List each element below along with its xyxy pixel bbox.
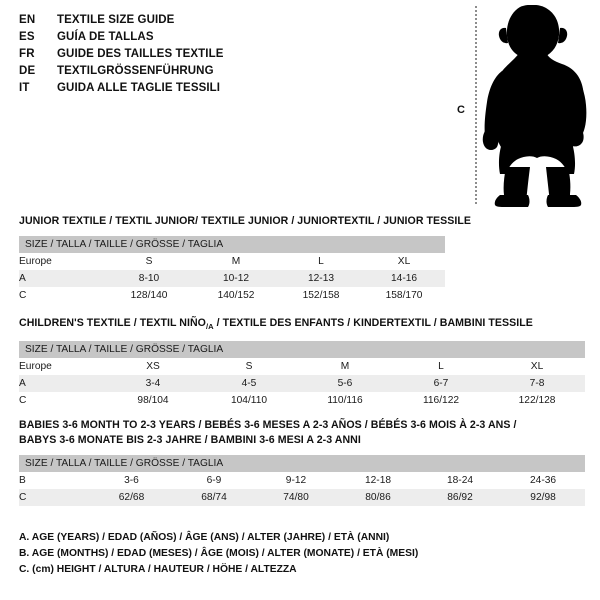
table-cell: L — [279, 253, 363, 270]
table-cell: 3-6 — [90, 472, 173, 489]
legend-line-c: C. (cm) HEIGHT / ALTURA / HAUTEUR / HÖHE… — [19, 564, 297, 575]
language-row-it: IT GUIDA ALLE TAGLIE TESSILI — [19, 80, 319, 97]
table-cell: L — [393, 358, 489, 376]
table-row: B 3-6 6-9 9-12 12-18 18-24 24-36 — [19, 472, 586, 489]
table-cell: 92/98 — [501, 489, 586, 506]
table-cell: 86/92 — [419, 489, 501, 506]
junior-size-table: SIZE / TALLA / TAILLE / GRÖSSE / TAGLIA … — [19, 236, 446, 304]
table-row: C 62/68 68/74 74/80 80/86 86/92 92/98 — [19, 489, 586, 506]
section-title-subscript: /A — [205, 322, 214, 332]
table-cell: 6-7 — [393, 375, 489, 393]
legend-line-a: A. AGE (YEARS) / EDAD (AÑOS) / ÂGE (ANS)… — [19, 532, 390, 543]
table-cell: 14-16 — [363, 270, 446, 287]
table-cell: 12-18 — [337, 472, 419, 489]
language-title-list: EN TEXTILE SIZE GUIDE ES GUÍA DE TALLAS … — [19, 12, 319, 97]
table-header-row: SIZE / TALLA / TAILLE / GRÖSSE / TAGLIA — [19, 341, 586, 359]
table-cell: 140/152 — [193, 287, 279, 304]
table-row: C 128/140 140/152 152/158 158/170 — [19, 287, 446, 304]
language-title: TEXTILE SIZE GUIDE — [57, 14, 175, 26]
height-measure-label: C — [457, 104, 465, 116]
table-row: Europe S M L XL — [19, 253, 446, 270]
section-title-post: / TEXTILE DES ENFANTS / KINDERTEXTIL / B… — [213, 317, 533, 329]
legend-block: A. AGE (YEARS) / EDAD (AÑOS) / ÂGE (ANS)… — [19, 530, 489, 578]
table-cell: 116/122 — [393, 392, 489, 410]
table-cell: 152/158 — [279, 287, 363, 304]
table-cell: 18-24 — [419, 472, 501, 489]
table-cell: 98/104 — [105, 392, 201, 410]
table-cell: 9-12 — [255, 472, 337, 489]
language-row-fr: FR GUIDE DES TAILLES TEXTILE — [19, 46, 319, 63]
language-code: EN — [19, 14, 36, 26]
table-cell: 128/140 — [105, 287, 193, 304]
table-cell: S — [105, 253, 193, 270]
section-childrens-textile: CHILDREN'S TEXTILE / TEXTIL NIÑO/A / TEX… — [19, 316, 586, 410]
section-title: CHILDREN'S TEXTILE / TEXTIL NIÑO/A / TEX… — [19, 316, 585, 334]
language-code: IT — [19, 82, 30, 94]
table-cell: 104/110 — [201, 392, 297, 410]
legend-line-b: B. AGE (MONTHS) / EDAD (MESES) / ÂGE (MO… — [19, 548, 419, 559]
table-cell: 7-8 — [489, 375, 586, 393]
table-cell: 74/80 — [255, 489, 337, 506]
table-cell: 24-36 — [501, 472, 586, 489]
section-babies-textile: BABIES 3-6 MONTH TO 2-3 YEARS / BEBÉS 3-… — [19, 418, 586, 506]
table-header-row: SIZE / TALLA / TAILLE / GRÖSSE / TAGLIA — [19, 236, 446, 253]
row-label: C — [19, 489, 90, 506]
children-size-table: SIZE / TALLA / TAILLE / GRÖSSE / TAGLIA … — [19, 341, 586, 410]
height-measure-figure: C — [452, 0, 600, 212]
table-header-label: SIZE / TALLA / TAILLE / GRÖSSE / TAGLIA — [19, 236, 446, 253]
table-cell: 68/74 — [173, 489, 255, 506]
table-header-row: SIZE / TALLA / TAILLE / GRÖSSE / TAGLIA — [19, 455, 586, 472]
section-title-line-2: BABYS 3-6 MONATE BIS 2-3 JAHRE / BAMBINI… — [19, 434, 361, 446]
section-title-line-1: BABIES 3-6 MONTH TO 2-3 YEARS / BEBÉS 3-… — [19, 419, 517, 431]
row-label: B — [19, 472, 90, 489]
table-cell: 3-4 — [105, 375, 201, 393]
language-title: TEXTILGRÖSSENFÜHRUNG — [57, 65, 214, 77]
babies-size-table: SIZE / TALLA / TAILLE / GRÖSSE / TAGLIA … — [19, 455, 586, 506]
language-title: GUÍA DE TALLAS — [57, 31, 154, 43]
table-cell: XS — [105, 358, 201, 376]
language-title: GUIDA ALLE TAGLIE TESSILI — [57, 82, 221, 94]
language-code: DE — [19, 65, 36, 77]
row-label: Europe — [19, 358, 105, 376]
table-cell: 4-5 — [201, 375, 297, 393]
language-code: FR — [19, 48, 35, 60]
row-label: A — [19, 375, 105, 393]
table-cell: XL — [363, 253, 446, 270]
height-dotted-line-icon — [475, 6, 477, 204]
table-cell: 110/116 — [297, 392, 393, 410]
table-cell: 10-12 — [193, 270, 279, 287]
section-title: JUNIOR TEXTILE / TEXTIL JUNIOR/ TEXTILE … — [19, 215, 472, 227]
table-cell: M — [193, 253, 279, 270]
language-title: GUIDE DES TAILLES TEXTILE — [57, 48, 224, 60]
section-junior-textile: JUNIOR TEXTILE / TEXTIL JUNIOR/ TEXTILE … — [19, 214, 471, 304]
table-cell: M — [297, 358, 393, 376]
table-row: A 3-4 4-5 5-6 6-7 7-8 — [19, 375, 586, 393]
language-row-es: ES GUÍA DE TALLAS — [19, 29, 319, 46]
row-label: Europe — [19, 253, 105, 270]
row-label: C — [19, 287, 105, 304]
table-header-label: SIZE / TALLA / TAILLE / GRÖSSE / TAGLIA — [19, 455, 586, 472]
table-cell: 62/68 — [90, 489, 173, 506]
language-row-en: EN TEXTILE SIZE GUIDE — [19, 12, 319, 29]
table-cell: XL — [489, 358, 586, 376]
table-row: A 8-10 10-12 12-13 14-16 — [19, 270, 446, 287]
table-cell: 5-6 — [297, 375, 393, 393]
row-label: A — [19, 270, 105, 287]
toddler-silhouette-icon — [482, 5, 587, 207]
table-row: C 98/104 104/110 110/116 116/122 122/128 — [19, 392, 586, 410]
table-cell: S — [201, 358, 297, 376]
table-cell: 158/170 — [363, 287, 446, 304]
table-cell: 8-10 — [105, 270, 193, 287]
table-row: Europe XS S M L XL — [19, 358, 586, 376]
table-cell: 12-13 — [279, 270, 363, 287]
table-cell: 122/128 — [489, 392, 586, 410]
section-title-pre: CHILDREN'S TEXTILE / TEXTIL NIÑO — [19, 317, 206, 329]
table-cell: 6-9 — [173, 472, 255, 489]
language-code: ES — [19, 31, 35, 43]
language-row-de: DE TEXTILGRÖSSENFÜHRUNG — [19, 63, 319, 80]
row-label: C — [19, 392, 105, 410]
table-header-label: SIZE / TALLA / TAILLE / GRÖSSE / TAGLIA — [19, 341, 586, 359]
table-cell: 80/86 — [337, 489, 419, 506]
